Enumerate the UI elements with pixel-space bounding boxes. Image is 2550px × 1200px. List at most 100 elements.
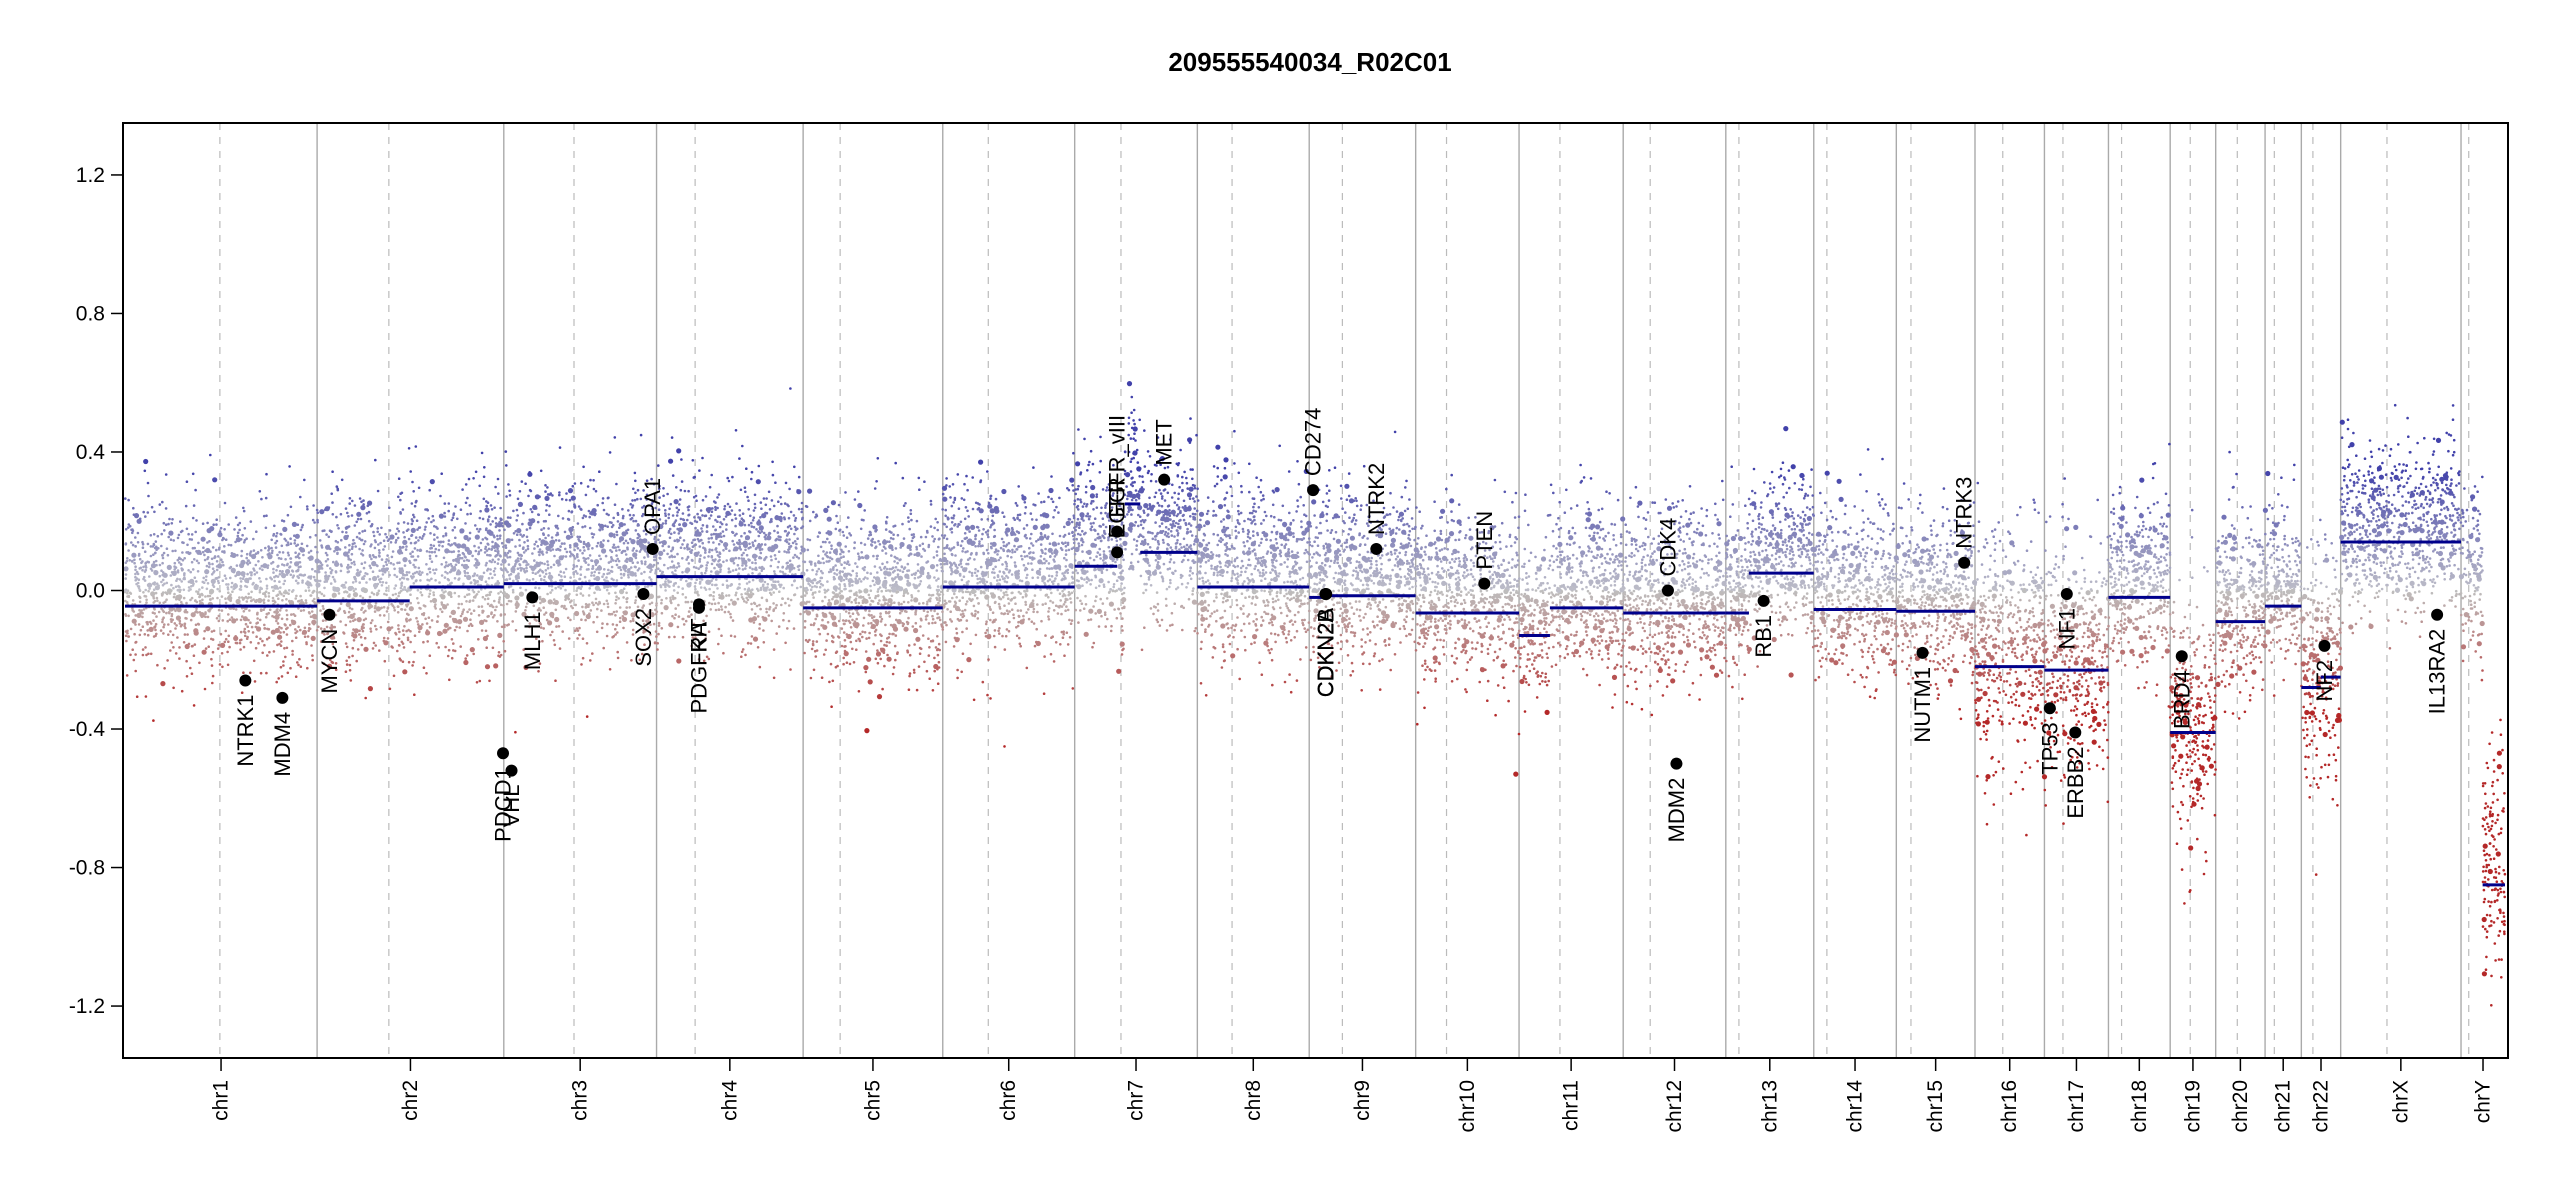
- probe-point: [581, 551, 584, 555]
- probe-point: [164, 473, 168, 476]
- probe-point: [876, 694, 883, 700]
- probe-point: [477, 614, 481, 617]
- probe-point: [755, 528, 758, 531]
- probe-point: [898, 611, 902, 615]
- probe-point: [168, 592, 172, 595]
- probe-point: [668, 622, 674, 628]
- probe-point: [568, 498, 572, 502]
- probe-point: [844, 545, 847, 548]
- probe-point: [267, 545, 270, 548]
- probe-point: [168, 606, 174, 612]
- probe-point: [458, 626, 462, 629]
- probe-point: [522, 560, 525, 564]
- probe-point: [752, 601, 756, 605]
- probe-point: [565, 492, 568, 495]
- probe-point: [179, 563, 183, 566]
- probe-point: [167, 522, 170, 526]
- probe-point: [884, 623, 887, 627]
- probe-point: [307, 589, 311, 592]
- probe-point: [752, 636, 759, 642]
- probe-point: [185, 480, 189, 484]
- probe-point: [436, 527, 439, 530]
- probe-point: [936, 682, 940, 685]
- probe-point: [326, 663, 333, 669]
- probe-point: [442, 540, 445, 544]
- probe-point: [657, 567, 660, 570]
- probe-point: [417, 601, 420, 605]
- probe-point: [558, 548, 562, 552]
- probe-point: [262, 601, 266, 604]
- probe-point: [138, 595, 141, 599]
- probe-point: [537, 513, 541, 517]
- probe-point: [205, 564, 209, 568]
- probe-point: [294, 597, 298, 600]
- probe-point: [594, 512, 597, 516]
- probe-point: [340, 564, 343, 568]
- probe-point: [344, 507, 348, 510]
- probe-point: [453, 591, 457, 595]
- probe-point: [452, 512, 456, 515]
- probe-point: [576, 535, 579, 539]
- probe-point: [533, 547, 536, 550]
- probe-point: [154, 559, 158, 563]
- probe-point: [808, 519, 812, 523]
- probe-point: [730, 583, 733, 586]
- probe-point: [592, 479, 595, 482]
- probe-point: [292, 574, 296, 577]
- probe-point: [312, 589, 316, 593]
- probe-point: [484, 664, 491, 670]
- probe-point: [189, 570, 192, 574]
- probe-point: [430, 550, 434, 554]
- probe-point: [593, 559, 600, 565]
- probe-point: [632, 487, 635, 491]
- probe-point: [772, 676, 776, 680]
- probe-point: [178, 657, 181, 660]
- probe-point: [579, 592, 583, 595]
- probe-point: [654, 506, 657, 510]
- probe-point: [837, 587, 841, 590]
- probe-point: [500, 625, 504, 629]
- probe-point: [669, 596, 672, 600]
- probe-point: [658, 595, 661, 599]
- probe-point: [241, 533, 244, 537]
- probe-point: [397, 529, 401, 533]
- probe-point: [576, 547, 580, 550]
- probe-point: [127, 614, 130, 618]
- probe-point: [756, 615, 760, 618]
- probe-point: [546, 592, 549, 596]
- probe-point: [546, 567, 550, 570]
- probe-point: [401, 508, 405, 511]
- probe-point: [144, 595, 148, 598]
- probe-point: [211, 674, 215, 678]
- probe-point: [398, 578, 402, 581]
- probe-point: [875, 557, 879, 561]
- probe-point: [941, 610, 944, 614]
- probe-point: [711, 507, 714, 510]
- probe-point: [252, 537, 255, 541]
- probe-point: [724, 605, 727, 609]
- probe-point: [581, 656, 585, 660]
- probe-point: [494, 608, 497, 612]
- probe-point: [345, 590, 349, 594]
- probe-point: [346, 563, 350, 567]
- probe-point: [785, 538, 788, 541]
- probe-point: [933, 609, 936, 613]
- probe-point: [416, 588, 420, 592]
- probe-point: [578, 549, 582, 552]
- probe-point: [234, 540, 237, 544]
- probe-point: [669, 599, 672, 603]
- probe-point: [524, 609, 527, 612]
- probe-point: [515, 508, 519, 512]
- probe-point: [743, 531, 746, 535]
- probe-point: [223, 574, 227, 577]
- probe-point: [350, 514, 354, 517]
- probe-point: [632, 547, 636, 550]
- probe-point: [152, 619, 155, 622]
- probe-point: [416, 623, 420, 626]
- probe-point: [921, 572, 925, 576]
- probe-point: [363, 636, 367, 640]
- probe-point: [220, 642, 226, 649]
- probe-point: [231, 552, 237, 559]
- probe-point: [529, 489, 533, 493]
- probe-point: [796, 565, 800, 568]
